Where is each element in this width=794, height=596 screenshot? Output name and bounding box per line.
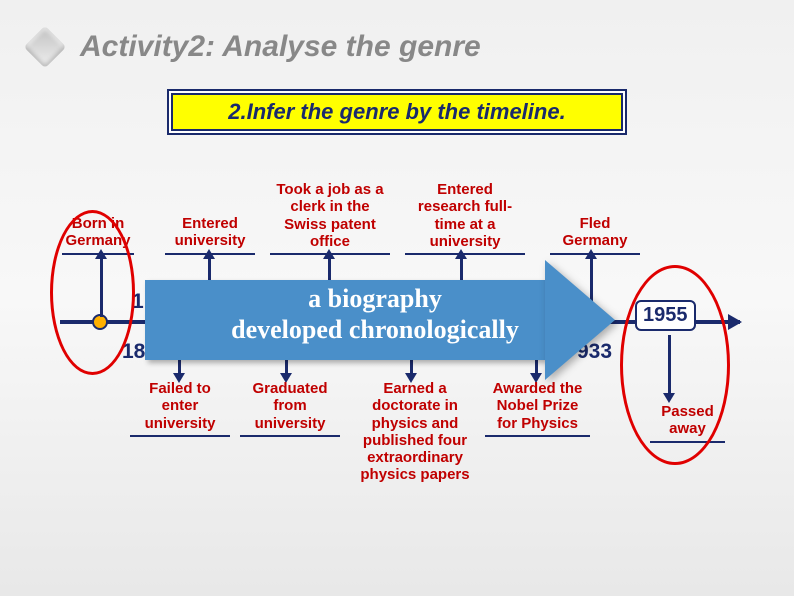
highlight-ellipse-end [620, 265, 730, 465]
event-bottom: Earned a doctorate in physics and publis… [350, 380, 480, 487]
event-top: Took a job as a clerk in the Swiss paten… [270, 181, 390, 255]
event-top: Entered research full-time at a universi… [405, 181, 525, 255]
subtitle-frame: 2.Infer the genre by the timeline. [167, 89, 627, 135]
event-bottom: Awarded the Nobel Prize for Physics [485, 380, 590, 437]
event-top: Fled Germany [550, 215, 640, 255]
event-bottom: Failed to enter university [130, 380, 230, 437]
diamond-bullet-icon [24, 26, 66, 68]
header: Activity2: Analyse the genre [0, 0, 794, 64]
highlight-ellipse-start [50, 210, 135, 375]
subtitle: 2.Infer the genre by the timeline. [171, 93, 623, 131]
arrow-line2: developed chronologically [231, 315, 519, 344]
event-top: Entered university [165, 215, 255, 255]
genre-arrow-text: a biography developed chronologically [160, 283, 590, 345]
event-bottom: Graduated from university [240, 380, 340, 437]
timeline-diagram: 1879 1 933 1955 Born in Germany Entered … [60, 185, 740, 565]
arrow-line1: a biography [308, 284, 442, 313]
page-title: Activity2: Analyse the genre [80, 30, 481, 64]
